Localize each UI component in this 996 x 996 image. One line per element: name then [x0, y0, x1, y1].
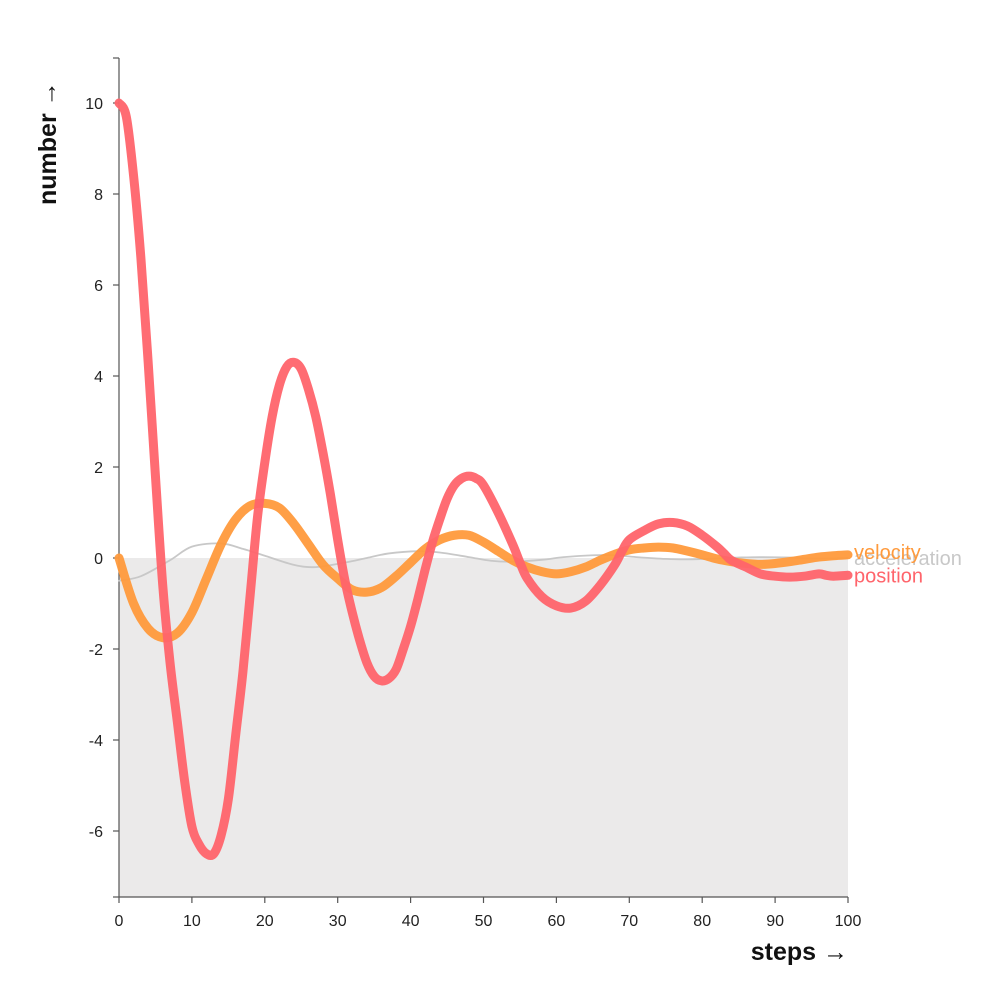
x-tick-label: 10 — [183, 913, 201, 930]
y-tick-label: 0 — [94, 551, 103, 568]
x-tick-label: 70 — [620, 913, 638, 930]
acceleration-series-label: acceleration — [854, 548, 962, 570]
x-tick-label: 90 — [766, 913, 784, 930]
y-tick-label: -2 — [89, 642, 103, 659]
x-tick-label: 40 — [402, 913, 420, 930]
y-tick-label: 4 — [94, 369, 103, 386]
y-tick-label: -4 — [89, 733, 103, 750]
negative-region-shade — [119, 558, 848, 897]
negative-region-rect — [119, 558, 848, 897]
x-tick-label: 0 — [115, 913, 124, 930]
position-series-label: position — [854, 565, 923, 587]
y-axis-title: number → — [34, 81, 62, 205]
velocity-series-label: velocity — [854, 542, 921, 564]
x-tick-label: 80 — [693, 913, 711, 930]
series-lines — [114, 98, 853, 860]
y-tick-label: 10 — [85, 96, 103, 113]
x-tick-label: 60 — [548, 913, 566, 930]
y-tick-label: -6 — [89, 824, 103, 841]
x-tick-label: 30 — [329, 913, 347, 930]
y-tick-label: 6 — [94, 278, 103, 295]
x-axis-title: steps → — [751, 938, 848, 966]
x-tick-label: 20 — [256, 913, 274, 930]
x-tick-label: 100 — [835, 913, 862, 930]
y-tick-label: 8 — [94, 187, 103, 204]
position-series-line — [114, 98, 853, 860]
y-tick-label: 2 — [94, 460, 103, 477]
x-tick-label: 50 — [475, 913, 493, 930]
